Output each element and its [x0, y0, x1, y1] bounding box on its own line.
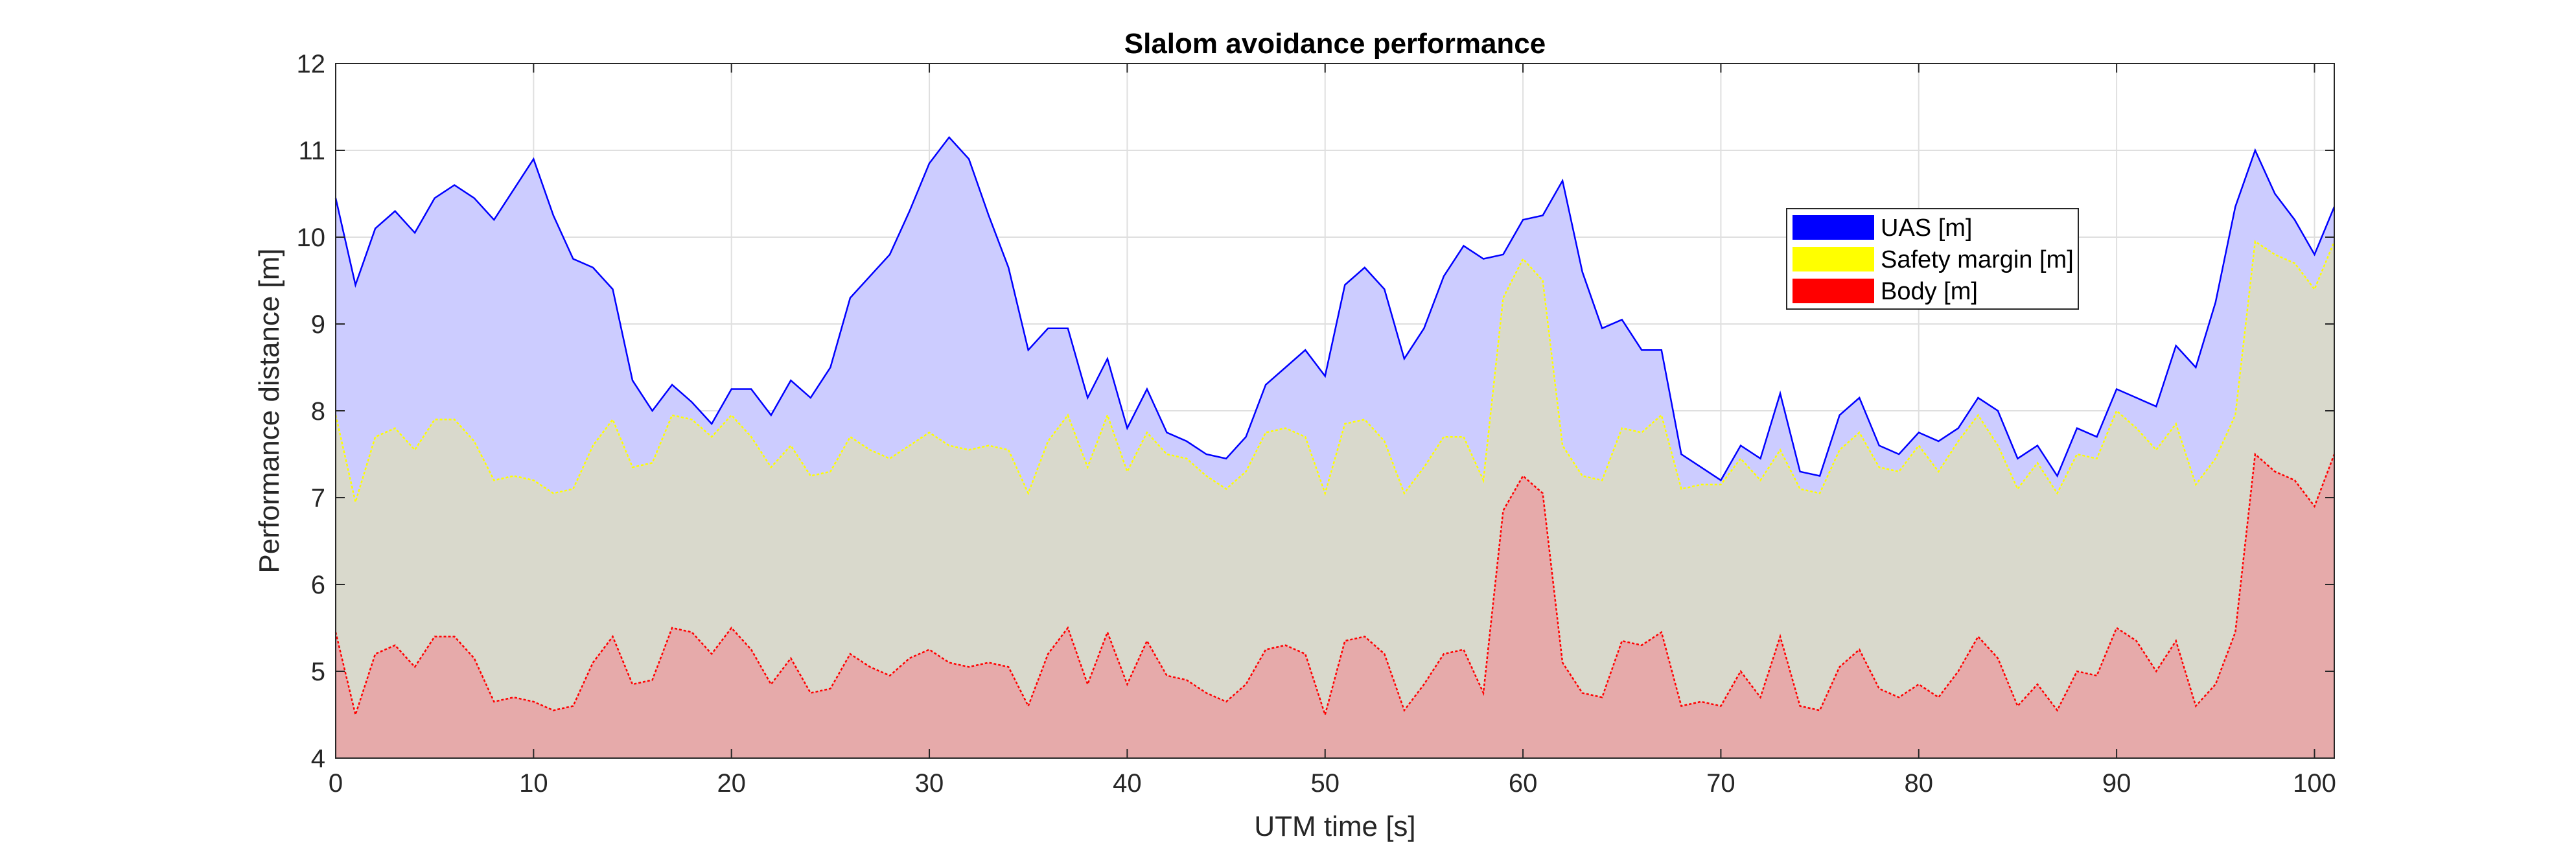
legend-swatch-body: [1793, 279, 1874, 303]
y-tick-label: 12: [297, 50, 326, 78]
area-safety-margin: [336, 241, 2334, 758]
axes: [335, 63, 2335, 759]
y-axis-label: Performance distance [m]: [253, 248, 285, 573]
y-tick-label: 4: [311, 744, 325, 773]
x-tick-label: 20: [717, 769, 746, 798]
x-axis-label: UTM time [s]: [1254, 811, 1415, 842]
x-tick-label: 100: [2293, 769, 2336, 798]
line-safety-margin: [334, 240, 2336, 505]
line-uas: [334, 135, 2336, 481]
chart-title: Slalom avoidance performance: [1124, 28, 1546, 60]
y-tick-label: 5: [311, 658, 325, 686]
x-tick-label: 10: [519, 769, 548, 798]
tick-labels: 0 10 20 30 40 50 60 70 80 90 100 4 5 6 7 8 9 10 11 12: [297, 50, 2336, 798]
legend-label-safety-margin: Safety margin [m]: [1881, 246, 2074, 273]
x-tick-label: 70: [1706, 769, 1735, 798]
y-tick-label: 6: [311, 571, 325, 599]
legend: UAS [m] Safety margin [m] Body [m]: [1786, 208, 2079, 310]
y-tick-label: 9: [311, 310, 325, 339]
y-tick-label: 11: [298, 137, 325, 165]
x-tick-label: 60: [1509, 769, 1538, 798]
x-tick-label: 0: [329, 769, 343, 798]
y-tick-label: 8: [311, 397, 325, 426]
y-tick-label: 10: [297, 224, 326, 252]
x-tick-label: 30: [915, 769, 944, 798]
line-body: [334, 452, 2336, 718]
legend-label-uas: UAS [m]: [1881, 214, 1972, 242]
legend-swatch-uas: [1793, 215, 1874, 240]
series-areas: [334, 135, 2336, 758]
y-tick-label: 7: [311, 484, 325, 513]
legend-label-body: Body [m]: [1881, 278, 1978, 305]
area-body: [336, 454, 2334, 758]
x-tick-label: 90: [2102, 769, 2131, 798]
x-tick-label: 80: [1905, 769, 1934, 798]
x-tick-label: 50: [1310, 769, 1340, 798]
legend-swatch-safety-margin: [1793, 247, 1874, 271]
x-tick-label: 40: [1113, 769, 1142, 798]
